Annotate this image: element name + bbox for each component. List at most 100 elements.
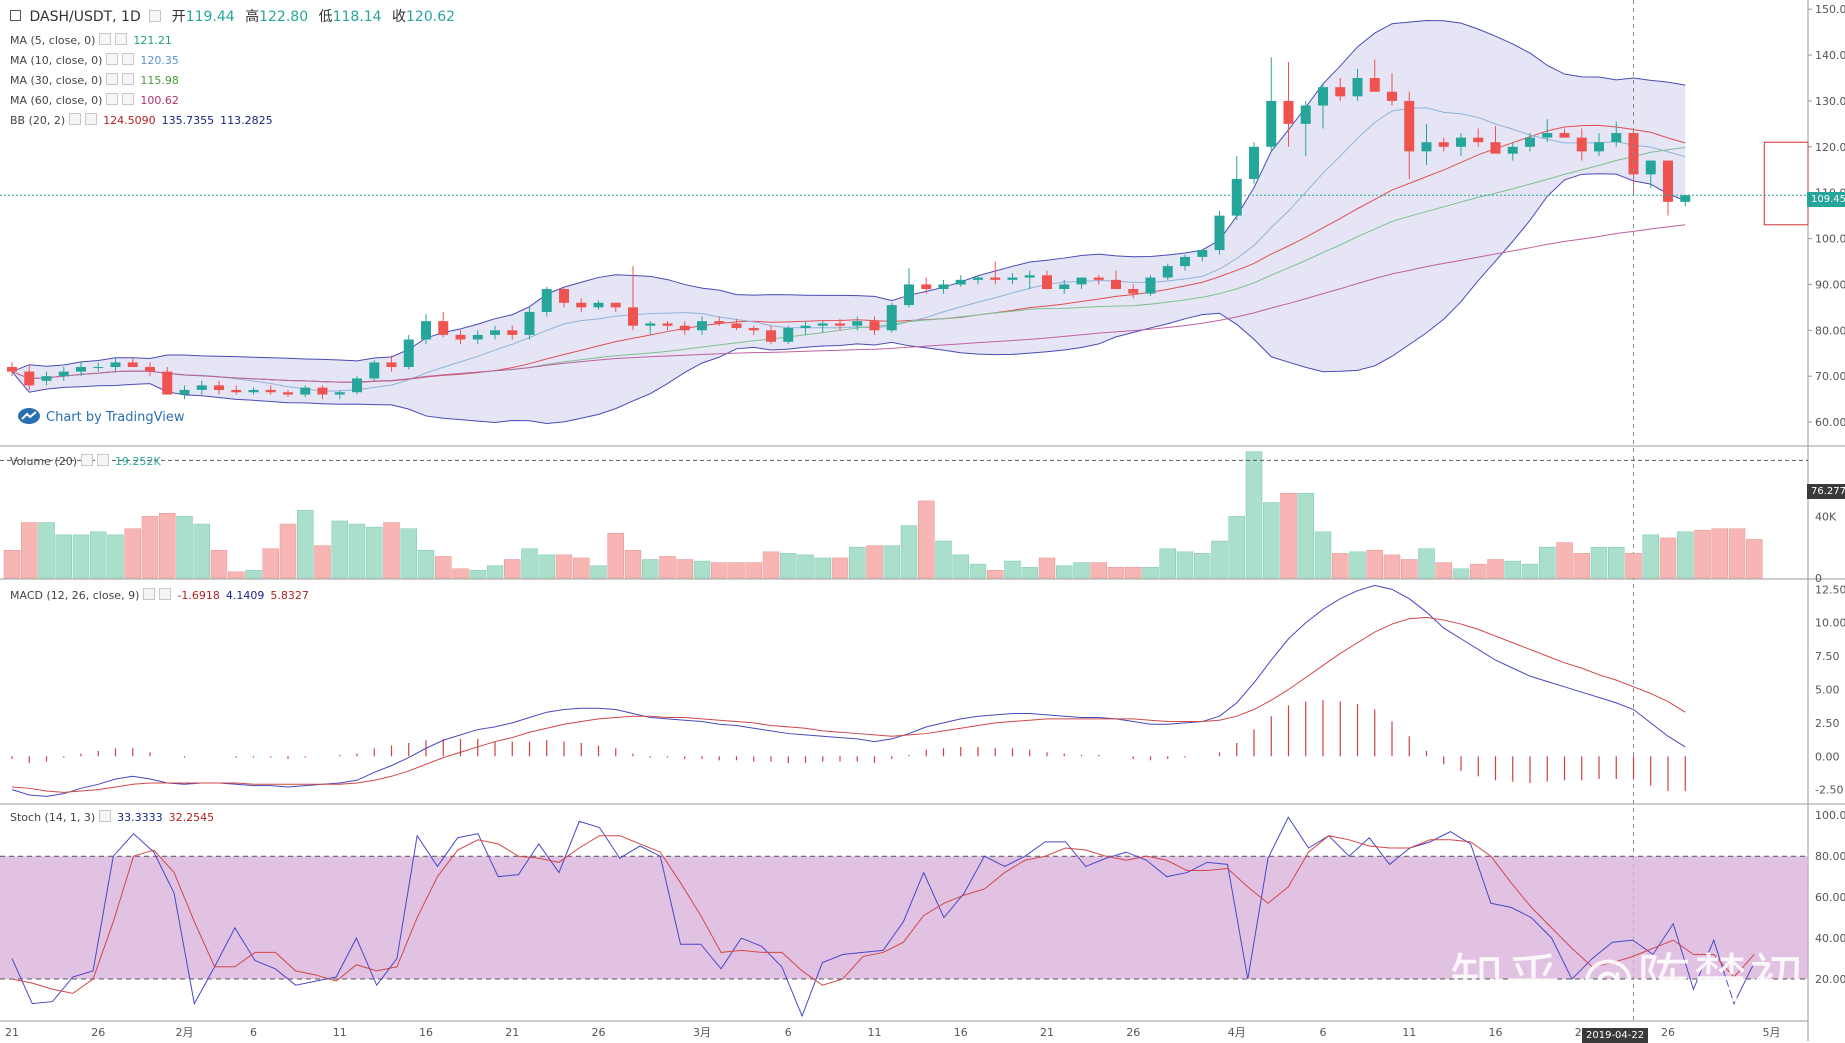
candle-body [352, 378, 362, 393]
volume-bar [745, 562, 762, 579]
candle-body [507, 330, 518, 335]
candle-body [990, 277, 1001, 280]
volume-bar [452, 568, 469, 579]
candle-body [490, 330, 500, 335]
time-tick-label: 26 [1126, 1026, 1140, 1039]
candle-body [1456, 137, 1466, 147]
volume-bar [21, 522, 38, 579]
volume-bar [538, 554, 555, 579]
ma5-legend[interactable]: MA (5, close, 0) 121.21 [10, 33, 172, 48]
time-tick-label: 26 [1661, 1026, 1675, 1039]
macd-tick-label: 12.50 [1815, 583, 1845, 596]
volume-bar [883, 545, 900, 579]
volume-bar [1228, 516, 1245, 579]
volume-bar [331, 520, 348, 579]
candle-body [1559, 133, 1570, 138]
ma60-settings-icon[interactable] [106, 93, 119, 105]
volume-bar [1659, 537, 1677, 579]
candle-body [214, 385, 224, 390]
stoch-legend[interactable]: Stoch (14, 1, 3) 33.3333 32.2545 [10, 810, 214, 825]
volume-bar [279, 523, 297, 579]
candle-body [1197, 250, 1208, 257]
candle-body [766, 330, 776, 342]
volume-bar [693, 560, 711, 579]
volume-close-icon[interactable] [97, 454, 109, 466]
candle-body [1335, 87, 1346, 97]
macd-close-icon[interactable] [159, 588, 172, 600]
candle-body [1283, 100, 1294, 124]
candle-body [283, 392, 293, 395]
candle-body [403, 339, 414, 368]
watermark-text: 知乎 @陈楚初 [1450, 948, 1806, 1011]
time-tick-label: 21 [1040, 1026, 1054, 1039]
ma5-close-icon[interactable] [115, 33, 128, 45]
time-tick-label: 26 [91, 1026, 105, 1039]
ma10-legend[interactable]: MA (10, close, 0) 120.35 [10, 53, 179, 68]
price-tick-label: 120.00 [1815, 141, 1845, 154]
macd-settings-icon[interactable] [143, 588, 156, 600]
time-tick-label: 21 [5, 1026, 19, 1039]
collapse-icon[interactable] [10, 10, 21, 21]
settings-icon[interactable] [149, 10, 162, 22]
bb-close-icon[interactable] [85, 113, 98, 125]
candle-body [1059, 284, 1070, 290]
candle-body [835, 323, 845, 326]
bb-settings-icon[interactable] [69, 113, 82, 125]
ma30-legend[interactable]: MA (30, close, 0) 115.98 [10, 73, 179, 88]
volume-bar [1073, 562, 1090, 579]
candle-body [783, 328, 794, 342]
stoch-k-line [11, 816, 1755, 1018]
candle-body [1369, 77, 1380, 92]
ma60-close-icon[interactable] [122, 93, 135, 105]
volume-bar [866, 545, 883, 579]
ma30-settings-icon[interactable] [106, 73, 119, 85]
volume-bar [1107, 566, 1125, 579]
volume-bar [814, 557, 831, 579]
candle-body [1042, 275, 1052, 290]
candle-body [1007, 277, 1018, 280]
candle-body [1542, 133, 1553, 138]
ma10-settings-icon[interactable] [106, 53, 119, 65]
candle-body [1594, 142, 1604, 152]
volume-bar [676, 559, 693, 579]
stoch-settings-icon[interactable] [99, 810, 112, 822]
macd-line-value: 4.1409 [225, 589, 265, 602]
macd-tick-label: -2.50 [1815, 784, 1843, 797]
ma10-close-icon[interactable] [122, 53, 135, 65]
ma5-settings-icon[interactable] [99, 33, 112, 45]
candle-body [162, 371, 173, 395]
price-tick-label: 60.00 [1815, 416, 1845, 429]
time-tick-label: 16 [1489, 1026, 1503, 1039]
low-label: 低 [318, 9, 333, 25]
bb-legend[interactable]: BB (20, 2) 124.5090 135.7355 113.2825 [10, 113, 273, 128]
bb-lower-value: 113.2825 [220, 114, 273, 127]
volume-bar [1263, 502, 1280, 579]
candle-body [1231, 178, 1242, 216]
candle-body [265, 389, 276, 393]
volume-settings-icon[interactable] [81, 454, 93, 466]
ma30-close-icon[interactable] [122, 73, 135, 85]
tradingview-logo-icon [18, 408, 40, 424]
brand-text: Chart by TradingView [46, 410, 185, 425]
volume-bar [1504, 560, 1521, 579]
candle-body [1490, 142, 1501, 154]
volume-bar [521, 548, 538, 579]
tradingview-brand[interactable]: Chart by TradingView [18, 408, 184, 425]
macd-legend[interactable]: MACD (12, 26, close, 9) -1.6918 4.1409 5.83… [10, 588, 309, 603]
candle-body [300, 387, 311, 395]
candle-body [559, 289, 569, 303]
candle-body [645, 323, 656, 326]
candle-body [1249, 146, 1259, 179]
volume-bar [987, 570, 1004, 579]
ma30-value: 115.98 [140, 74, 179, 87]
volume-legend[interactable]: Volume (20) 19.252K [10, 454, 161, 469]
time-tick-label: 3月 [693, 1026, 711, 1039]
candle-body [1180, 256, 1190, 267]
symbol-label[interactable]: DASH/USDT, 1D [29, 9, 141, 25]
bb-basis-value: 124.5090 [103, 114, 156, 127]
ma60-legend[interactable]: MA (60, close, 0) 100.62 [10, 93, 179, 108]
candle-body [1162, 266, 1173, 278]
candle-body [1024, 275, 1035, 278]
macd-tick-label: 0.00 [1815, 750, 1840, 763]
candle-body [714, 321, 725, 324]
